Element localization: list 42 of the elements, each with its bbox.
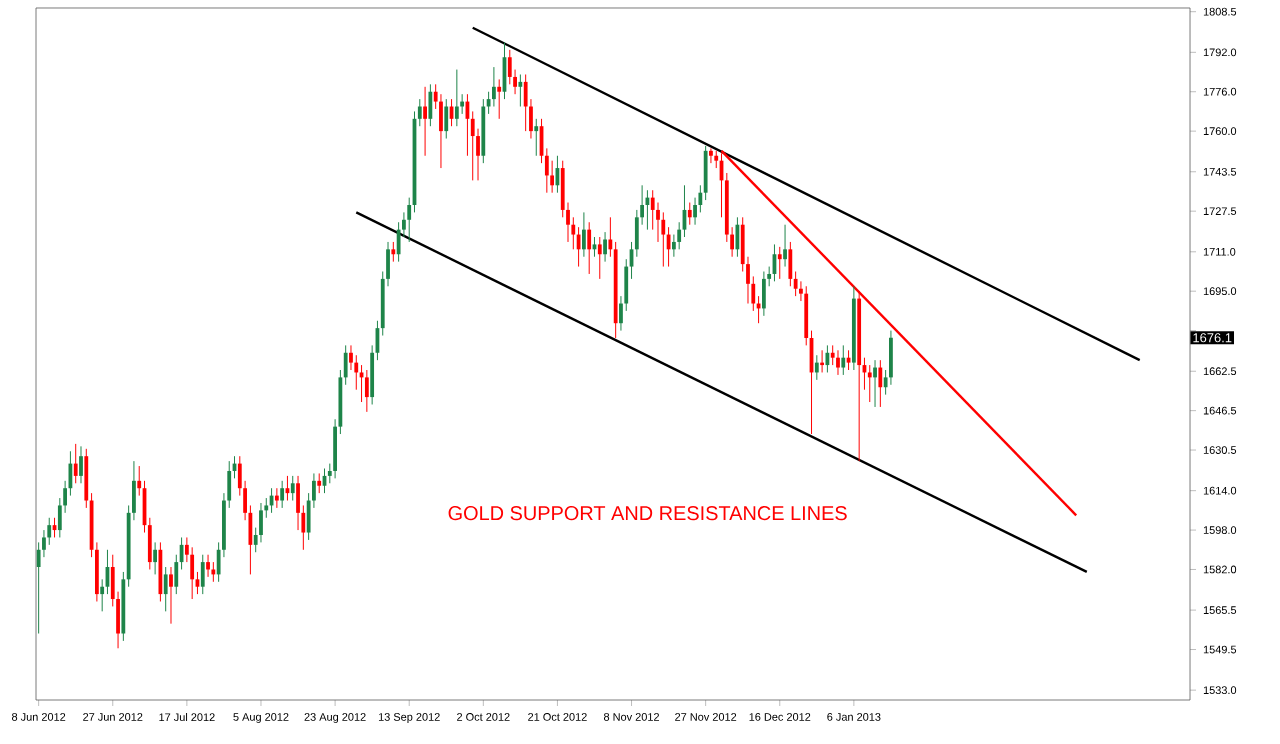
candlestick — [841, 344, 846, 376]
candlestick — [534, 118, 539, 157]
candlestick — [873, 359, 877, 408]
candlestick — [777, 246, 782, 280]
candlestick — [587, 221, 592, 275]
candlestick — [206, 554, 210, 578]
candlestick — [79, 445, 83, 484]
candlestick — [709, 147, 713, 164]
candlestick — [391, 241, 396, 263]
candlestick — [878, 359, 883, 408]
candlestick — [581, 211, 586, 258]
candlestick — [423, 86, 427, 157]
candlestick — [364, 369, 369, 413]
candlestick — [867, 364, 872, 403]
candlestick — [518, 73, 523, 107]
candlestick — [158, 541, 163, 602]
candlestick — [597, 236, 602, 280]
candlestick — [814, 354, 819, 381]
candlestick — [317, 472, 322, 494]
annotation: GOLD SUPPORT AND RESISTANCE LINES — [448, 506, 847, 521]
candlestick — [428, 83, 433, 127]
candlestick — [825, 344, 830, 373]
candlestick — [523, 73, 528, 132]
candlestick — [274, 487, 279, 509]
candlestick — [200, 554, 205, 595]
candlestick — [497, 78, 502, 120]
candlestick — [444, 98, 449, 140]
candlestick — [73, 443, 78, 484]
candlestick — [761, 271, 766, 317]
candlestick — [280, 480, 285, 509]
candlestick — [603, 231, 607, 263]
candlestick — [153, 541, 158, 575]
candlestick — [163, 566, 168, 612]
candlestick — [211, 561, 216, 583]
candlestick — [169, 566, 173, 625]
candlestick — [491, 66, 496, 107]
candlestick — [661, 211, 666, 268]
candlestick — [454, 69, 459, 127]
candlestick — [783, 224, 787, 268]
candlestick — [290, 475, 295, 502]
candlestick — [687, 202, 692, 226]
candlestick — [836, 349, 840, 376]
